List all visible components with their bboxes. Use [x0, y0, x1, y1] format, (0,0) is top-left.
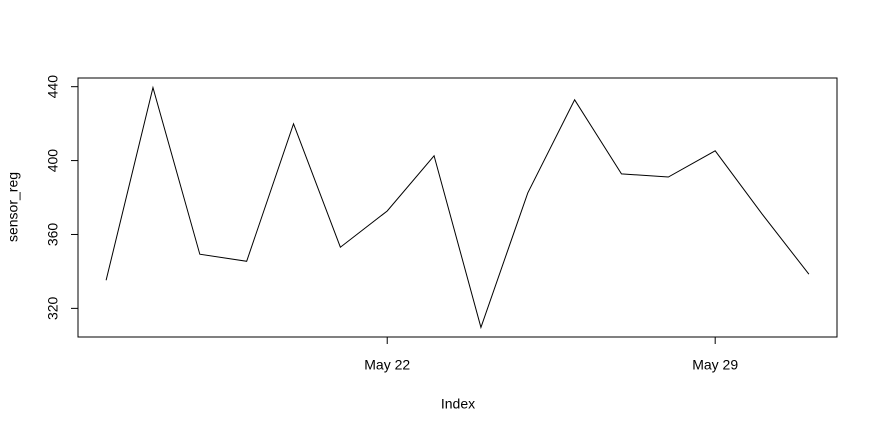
- y-tick-label: 360: [45, 223, 61, 247]
- y-tick-label: 400: [45, 149, 61, 173]
- y-tick-label: 320: [45, 296, 61, 320]
- x-axis-label: Index: [441, 396, 475, 412]
- x-tick-label: May 22: [364, 357, 410, 373]
- plot-box: [77, 77, 838, 338]
- line: [105, 85, 810, 330]
- y-axis-label: sensor_reg: [5, 172, 21, 242]
- y-tick-label: 440: [45, 75, 61, 99]
- x-tick-label: May 29: [692, 357, 738, 373]
